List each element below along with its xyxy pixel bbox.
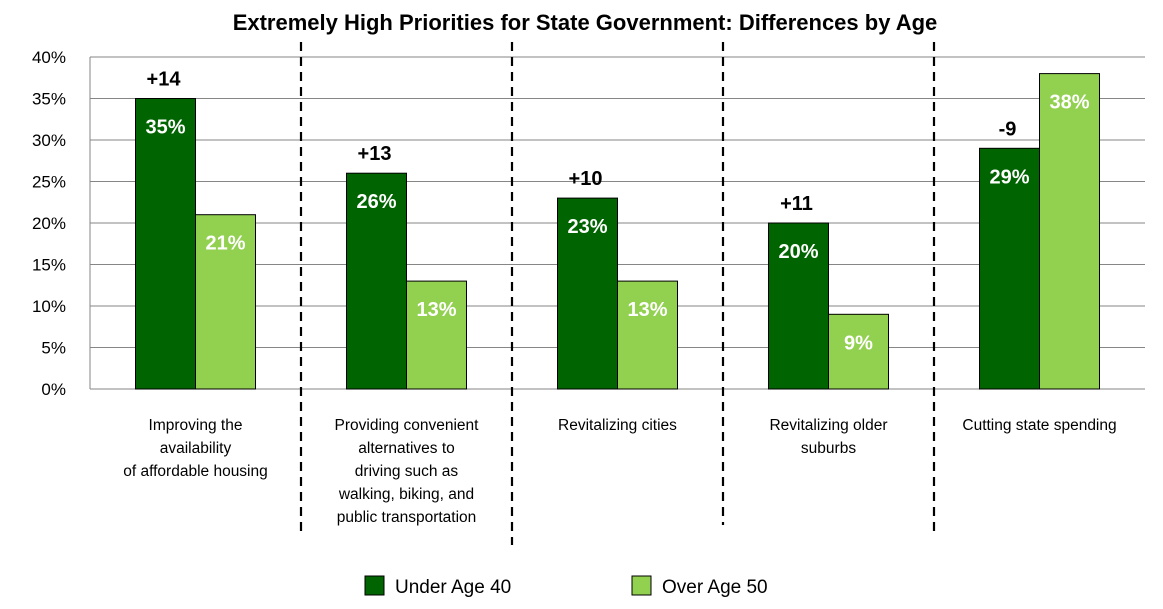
y-tick-label: 5%: [41, 339, 66, 358]
data-label-under-40: 23%: [567, 216, 607, 238]
legend: Under Age 40 Over Age 50: [364, 575, 768, 598]
bar-under-40: [346, 172, 407, 390]
x-category-label: Improving the availability of affordable h…: [123, 417, 268, 480]
bar-under-40: [768, 222, 829, 390]
category-separators: [299, 42, 936, 545]
x-axis-labels: Improving the availability of affordable h…: [123, 417, 1116, 526]
data-label-under-40: 35%: [145, 117, 185, 139]
y-tick-label: 25%: [32, 173, 66, 192]
y-tick-label: 30%: [32, 131, 66, 150]
y-tick-label: 40%: [32, 48, 66, 67]
y-tick-label: 0%: [41, 380, 66, 399]
y-tick-label: 15%: [32, 256, 66, 275]
data-label-over-50: 13%: [627, 299, 667, 321]
bar-over-50: [617, 280, 678, 390]
x-category-label: Revitalizing older suburbs: [769, 417, 887, 457]
bar-over-50: [406, 280, 467, 390]
data-label-over-50: 9%: [844, 332, 873, 354]
x-category-label: Providing convenient alternatives to drivi…: [335, 417, 480, 526]
data-label-under-40: 20%: [778, 241, 818, 263]
difference-label: +10: [569, 168, 603, 190]
bars: 35% 21% +14 26% 13% +13 23% 13% +10 20% 9% +11 29% 38…: [135, 69, 1100, 390]
bar-over-50: [828, 313, 889, 390]
data-label-over-50: 38%: [1049, 92, 1089, 114]
chart-title: Extremely High Priorities for State Gove…: [233, 10, 938, 35]
legend-swatch-over-50: [631, 575, 652, 596]
bar-under-40: [557, 197, 618, 390]
y-tick-label: 20%: [32, 214, 66, 233]
data-label-over-50: 13%: [416, 299, 456, 321]
data-label-under-40: 29%: [989, 166, 1029, 188]
bar-over-50: [1039, 73, 1100, 390]
data-label-under-40: 26%: [356, 191, 396, 213]
bar-under-40: [979, 147, 1040, 390]
data-label-over-50: 21%: [205, 233, 245, 255]
legend-label-over-50: Over Age 50: [662, 577, 768, 598]
difference-label: +11: [780, 193, 813, 215]
legend-label-under-40: Under Age 40: [395, 577, 511, 598]
x-category-label: Revitalizing cities: [558, 417, 677, 434]
difference-label: +14: [147, 69, 182, 91]
y-tick-label: 10%: [32, 297, 66, 316]
difference-label: +13: [358, 143, 392, 165]
bar-under-40: [135, 98, 196, 390]
bar-over-50: [195, 214, 256, 390]
legend-swatch-under-40: [364, 575, 385, 596]
x-category-label: Cutting state spending: [962, 417, 1116, 434]
y-tick-label: 35%: [32, 90, 66, 109]
difference-label: -9: [999, 118, 1017, 140]
